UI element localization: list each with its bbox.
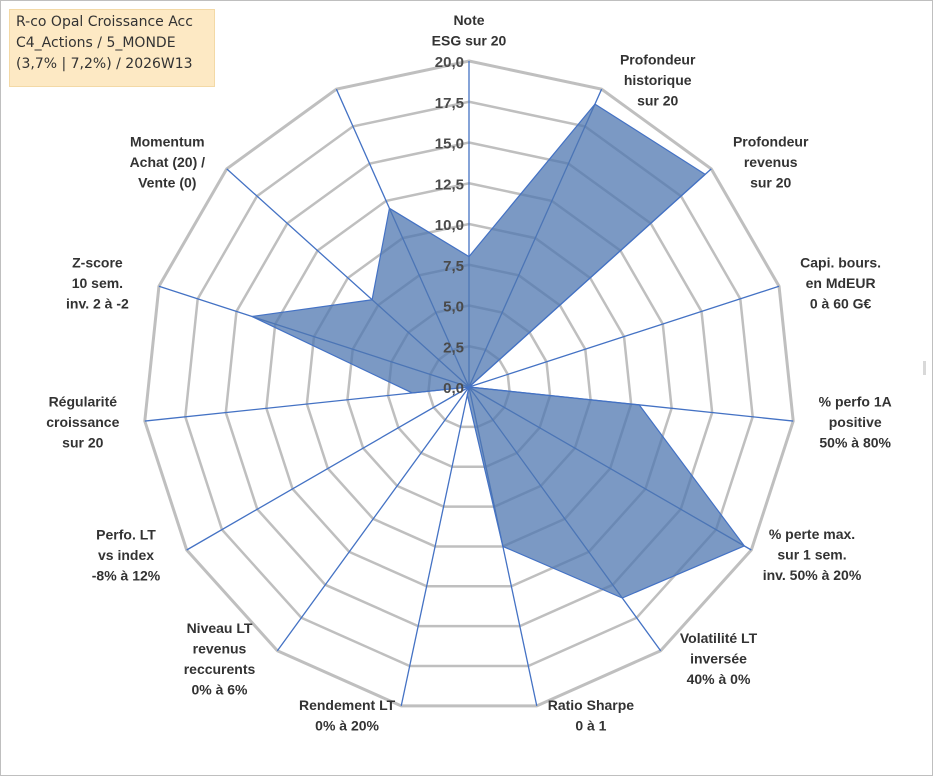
tick-label: 12,5: [435, 176, 464, 193]
tick-label: 5,0: [443, 299, 464, 316]
tick-label: 0,0: [443, 380, 464, 397]
tick-label: 7,5: [443, 258, 464, 275]
tick-label: 20,0: [435, 54, 464, 71]
fund-name: R-co Opal Croissance Acc: [16, 12, 208, 33]
fund-category: C4_Actions / 5_MONDE: [16, 33, 208, 54]
tick-label: 17,5: [435, 95, 464, 112]
fund-stats: (3,7% | 7,2%) / 2026W13: [16, 54, 208, 75]
axis-spoke: [277, 387, 469, 651]
tick-label: 10,0: [435, 217, 464, 234]
tick-label: 15,0: [435, 136, 464, 153]
axis-spoke: [187, 387, 469, 550]
tick-label: 2,5: [443, 339, 464, 356]
scrollbar-marker: [923, 361, 926, 375]
series-area: [252, 104, 744, 598]
axis-label: % perte max.sur 1 sem.inv. 50% à 20%: [763, 526, 862, 583]
radar-series: [252, 104, 744, 598]
fund-info-box: R-co Opal Croissance Acc C4_Actions / 5_…: [9, 9, 215, 87]
